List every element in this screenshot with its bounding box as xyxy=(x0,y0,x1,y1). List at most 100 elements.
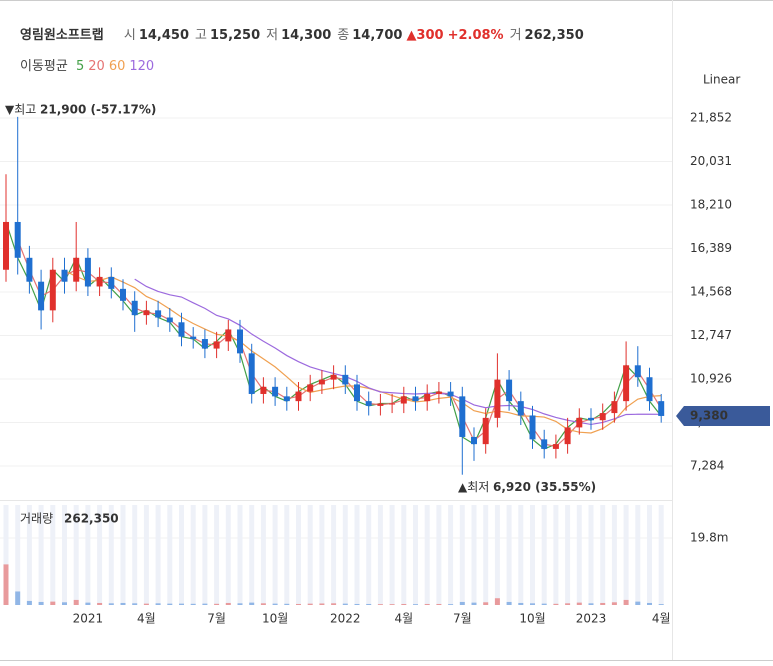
volume-bar xyxy=(155,603,161,605)
volume-bar xyxy=(296,603,301,605)
header-value: 14,450 xyxy=(138,28,190,43)
volume-bar xyxy=(342,603,348,605)
max-prefix: ▼최고 xyxy=(5,102,36,116)
volume-bar xyxy=(518,602,524,605)
header-value: 262,350 xyxy=(524,28,584,43)
volume-bar xyxy=(530,603,535,605)
volume-bar xyxy=(565,603,571,605)
candle-body xyxy=(49,269,56,311)
ma-line xyxy=(134,278,662,426)
x-tick-label: 2021 xyxy=(73,612,104,626)
ma-line xyxy=(64,270,662,434)
volume-bar xyxy=(588,603,594,605)
x-tick-label: 2022 xyxy=(330,612,361,626)
candle-body xyxy=(73,257,80,282)
volume-title: 거래량 xyxy=(20,512,53,526)
volume-bar xyxy=(62,602,67,605)
volume-bar xyxy=(576,602,582,605)
volume-bar xyxy=(15,591,21,605)
volume-bar xyxy=(307,603,313,605)
candle-body xyxy=(295,391,302,402)
candle-body xyxy=(108,276,115,289)
candle-body xyxy=(155,310,162,318)
candle-body xyxy=(494,379,501,418)
candle-body xyxy=(576,417,583,428)
candle-body xyxy=(96,276,103,287)
y-tick-label: 12,747 xyxy=(690,328,732,342)
candle-body xyxy=(658,401,665,416)
x-tick-label: 7월 xyxy=(453,612,472,626)
volume-bar xyxy=(366,603,372,605)
volume-bar xyxy=(389,604,395,605)
candle-body xyxy=(330,374,337,380)
y-tick-label: 16,389 xyxy=(690,241,732,255)
x-tick-label: 10월 xyxy=(519,612,545,626)
candle-body xyxy=(307,384,314,392)
candle-body xyxy=(213,341,220,349)
min-prefix: ▲최저 xyxy=(458,480,489,494)
candle-body xyxy=(424,393,431,402)
candle-body xyxy=(435,391,442,394)
ma-line xyxy=(17,239,662,448)
x-tick-label: 2023 xyxy=(576,612,607,626)
y-tick-label: 21,852 xyxy=(690,111,732,125)
y-tick-label: 20,031 xyxy=(690,154,732,168)
volume-bar xyxy=(237,603,243,605)
candle-body xyxy=(389,403,396,405)
candle-body xyxy=(552,444,559,449)
candle-body xyxy=(178,322,185,337)
candle-body xyxy=(248,353,255,394)
volume-bar xyxy=(108,603,114,605)
candle-body xyxy=(634,365,641,378)
candle-body xyxy=(588,417,594,421)
volume-bar xyxy=(73,599,79,605)
candle-body xyxy=(623,365,630,402)
volume-bar xyxy=(600,602,606,605)
y-tick-label: 14,568 xyxy=(690,285,732,299)
candle-body xyxy=(412,396,419,402)
volume-bar xyxy=(85,602,91,605)
candle-body xyxy=(131,300,138,316)
volume-bar xyxy=(225,602,231,605)
candle-body xyxy=(61,269,68,282)
candle-body xyxy=(260,386,267,394)
candle-body xyxy=(529,415,536,440)
header-value: 14,700 xyxy=(352,28,403,43)
volume-bar xyxy=(249,602,255,605)
ma-label: 60 xyxy=(108,59,126,74)
header-label: 거 xyxy=(509,28,522,43)
header-label: 고 xyxy=(195,28,207,43)
scale-label: Linear xyxy=(703,73,740,87)
volume-bar xyxy=(260,603,266,605)
volume-bar xyxy=(50,601,56,605)
candle-body xyxy=(166,317,173,323)
volume-bar xyxy=(506,601,512,605)
volume-bar xyxy=(424,603,430,605)
volume-bar xyxy=(647,602,652,605)
candle-body xyxy=(38,281,45,311)
candle-body xyxy=(599,413,606,421)
candle-body xyxy=(3,221,9,270)
candle-body xyxy=(377,403,384,406)
candle-body xyxy=(459,396,466,437)
volume-bar xyxy=(319,603,325,605)
header-label: 저 xyxy=(266,28,279,43)
candle-body xyxy=(541,439,548,449)
volume-current: 262,350 xyxy=(64,512,119,526)
candle-body xyxy=(365,401,372,406)
stock-name: 영림원소프트랩 xyxy=(20,28,104,43)
change: ▲300 xyxy=(406,28,444,43)
volume-bar xyxy=(272,603,278,605)
x-tick-label: 4월 xyxy=(394,612,413,626)
volume-bar xyxy=(331,603,337,605)
volume-bar xyxy=(38,601,44,605)
volume-bar xyxy=(541,603,547,605)
volume-bar xyxy=(190,603,196,605)
candle-body xyxy=(646,377,653,402)
candle-body xyxy=(354,384,360,402)
x-tick-label: 4월 xyxy=(652,612,671,626)
header-value: 15,250 xyxy=(209,28,261,43)
price-tag xyxy=(676,405,770,426)
candle-body xyxy=(84,257,91,287)
candle-body xyxy=(26,257,33,282)
